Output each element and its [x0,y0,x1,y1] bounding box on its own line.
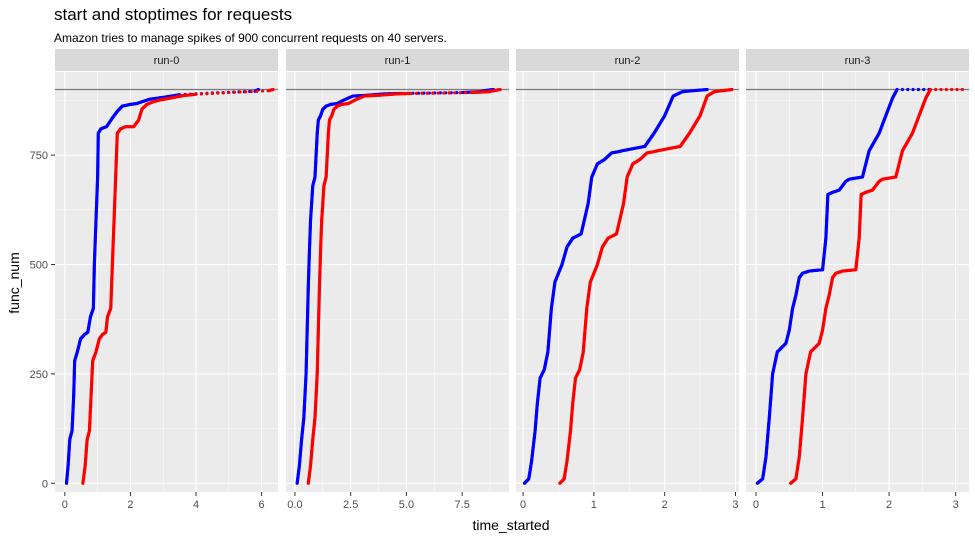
x-tick-label: 0 [753,499,759,511]
stop-time-point [244,90,248,94]
x-tick-label: 1 [591,499,597,511]
chart-subtitle: Amazon tries to manage spikes of 900 con… [54,31,447,45]
start-time-series [64,87,260,485]
y-tick-label: 0 [42,478,48,490]
x-axis-title: time_started [472,517,549,533]
x-tick-label: 2.5 [343,499,358,511]
start-time-point [705,87,709,92]
stop-time-series [306,87,502,485]
x-tick-label: 2 [886,499,892,511]
panel-background [286,72,509,492]
stop-time-point [442,91,446,95]
stop-time-point [425,91,429,95]
x-tick-label: 4 [193,499,199,511]
stop-time-point [238,90,242,94]
facet-panel-run-1: run-1 0.0 2.5 5.0 7.5 [286,49,509,511]
stop-time-point [260,89,265,93]
stop-time-point [498,87,502,92]
stop-time-point [934,87,938,92]
stop-time-point [216,91,220,95]
stop-time-point [255,89,259,93]
stop-time-point [194,92,198,96]
stop-time-point [271,87,275,92]
stop-time-point [414,91,418,95]
start-time-point [911,87,915,92]
stop-time-point [447,91,451,95]
stop-time-point [928,87,932,92]
y-tick-label: 250 [30,369,48,381]
x-tick-label: 2 [662,499,668,511]
panel-background [746,72,969,492]
stop-time-point [453,91,457,95]
stop-time-point [221,91,225,95]
facet-strip-label: run-3 [845,55,871,67]
x-tick-label: 0 [520,499,526,511]
facet-strip [286,49,509,71]
facet-panel-run-2: run-2 0 1 2 3 [516,49,739,511]
facet-panel-run-0: run-0 0 2 4 6 [55,49,278,511]
chart-title: start and stoptimes for requests [54,5,293,24]
x-tick-label: 6 [259,499,265,511]
start-time-point [900,87,905,92]
stop-time-point [730,87,734,92]
stop-time-point [436,91,440,95]
start-time-point [922,87,926,92]
y-axis: 0 250 500 750 [30,150,55,490]
facet-panel-run-3: run-3 0 1 2 3 [746,49,969,511]
stop-time-point [955,87,959,92]
x-tick-label: 3 [732,499,738,511]
x-tick-label: 0.0 [287,499,302,511]
x-tick-label: 7.5 [455,499,470,511]
stop-time-point [210,91,215,96]
stop-time-point [464,91,468,95]
x-tick-label: 1 [819,499,825,511]
stop-time-point [944,87,948,92]
stop-time-point [232,90,237,94]
facet-strip [55,49,278,71]
stop-time-point [227,90,231,95]
stop-time-point [950,87,954,92]
y-tick-label: 500 [30,260,48,272]
stop-time-point [249,89,253,94]
facet-strip-label: run-0 [154,55,180,67]
x-tick-label: 3 [953,499,959,511]
start-time-point [916,87,921,92]
facet-strip [516,49,739,71]
stop-time-point [458,91,462,95]
stop-time-point [420,91,424,95]
stop-time-point [431,91,435,95]
x-tick-label: 0 [62,499,68,511]
start-time-series [295,87,495,485]
start-time-series [522,87,709,485]
start-time-point [895,87,899,92]
x-tick-label: 2 [127,499,133,511]
stop-time-series [81,87,275,485]
x-tick-label: 5.0 [399,499,414,511]
panel-background [55,72,278,492]
facet-strip-label: run-1 [385,55,411,67]
stop-time-point [939,87,943,92]
facet-strip-label: run-2 [615,55,641,67]
stop-time-point [199,92,204,96]
stop-time-point [960,87,964,92]
stop-time-point [409,91,413,96]
stop-time-point [205,92,209,96]
start-time-point [906,87,910,92]
panel-background [516,72,739,492]
y-axis-title: func_num [6,252,22,313]
y-tick-label: 750 [30,150,48,162]
